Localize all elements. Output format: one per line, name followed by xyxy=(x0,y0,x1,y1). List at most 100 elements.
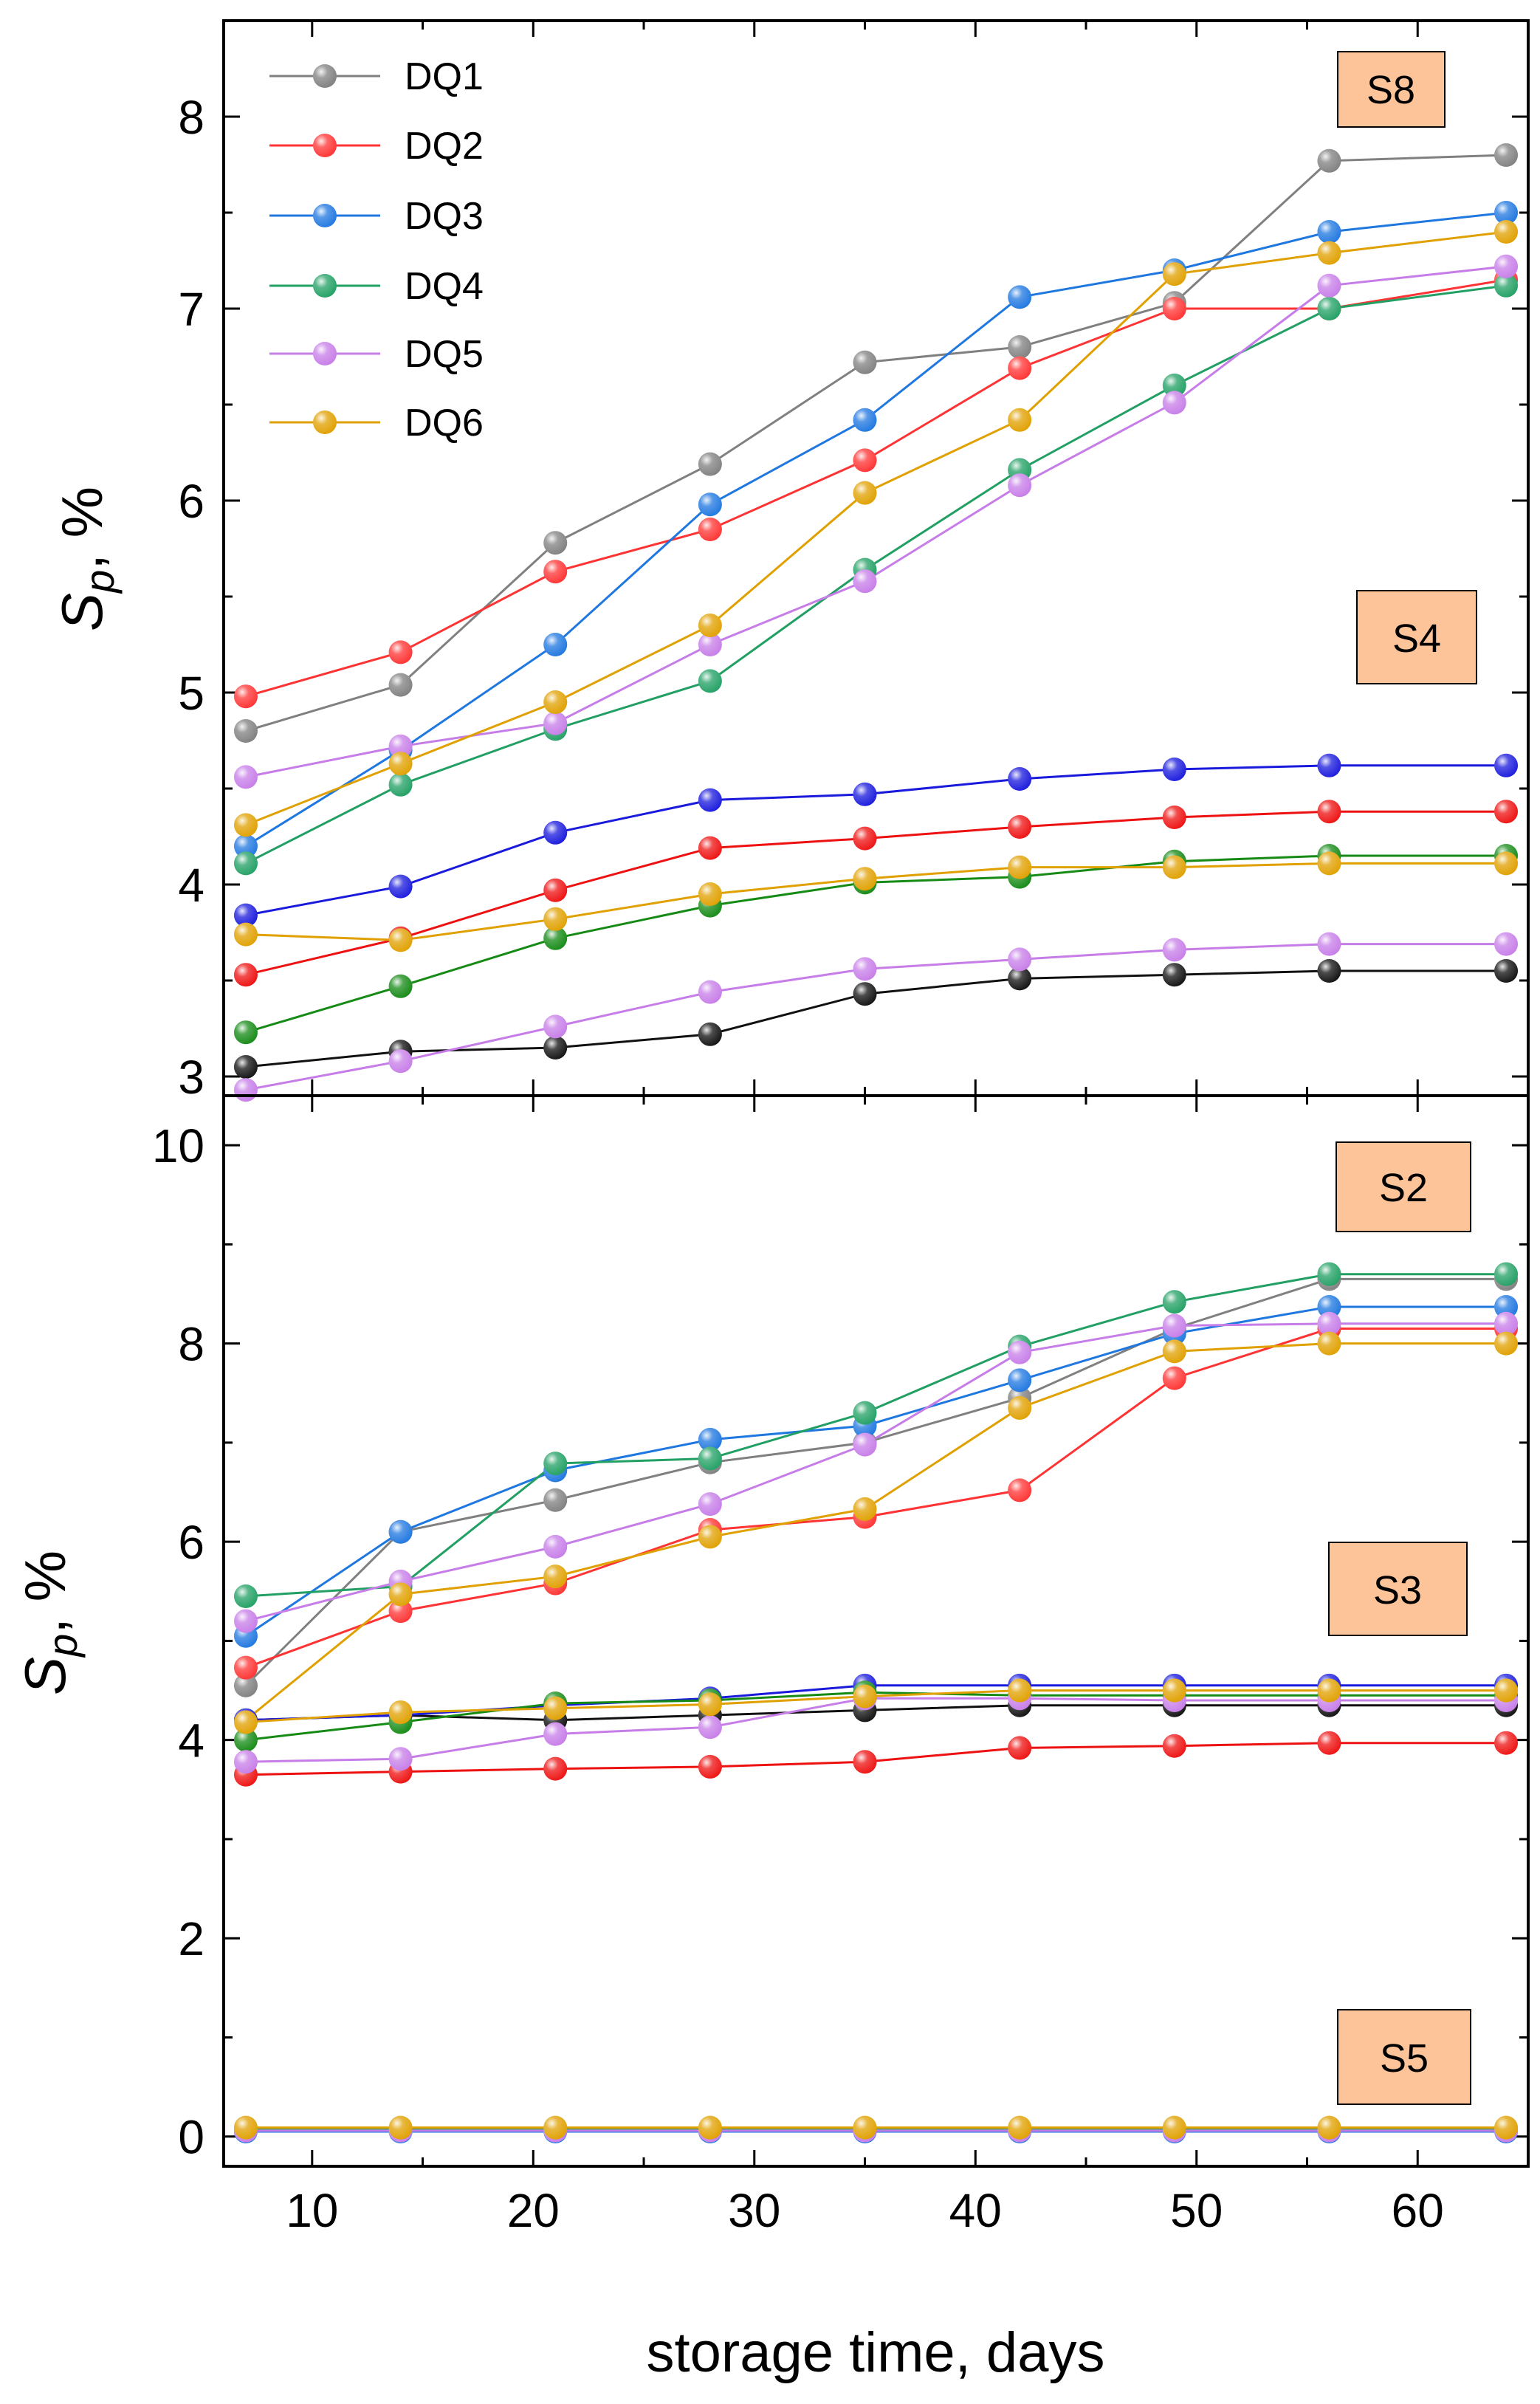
bottom-y-tick-label: 8 xyxy=(178,1318,204,1371)
top-data-point-shine-s4-dq1 xyxy=(1494,959,1519,983)
bottom-data-point-shine-s2-dq3 xyxy=(1494,1294,1519,1319)
bottom-series-line-s2-dq5 xyxy=(245,1322,1507,1623)
top-data-point-shine-s8-dq2 xyxy=(853,448,877,473)
bottom-data-point-shine-s2-dq5 xyxy=(543,1534,568,1559)
top-data-point-shine-s8-dq4 xyxy=(233,851,258,876)
bottom-x-tick-label: 60 xyxy=(1392,2184,1444,2237)
bottom-data-point-shine-s2-dq2 xyxy=(388,1599,413,1624)
top-data-point-shine-s4-dq6 xyxy=(543,907,568,931)
bottom-data-point-shine-s3-dq6 xyxy=(698,1692,722,1717)
group-label-s8: S8 xyxy=(1337,51,1446,128)
top-data-point-shine-s4-dq3 xyxy=(1494,753,1519,777)
bottom-data-point-shine-s3-dq2 xyxy=(543,1756,568,1781)
legend-marker-shine-dq1 xyxy=(313,64,337,88)
bottom-y-tick-label: 4 xyxy=(178,1714,204,1768)
top-data-point-shine-s8-dq5 xyxy=(1494,254,1519,278)
bottom-y-axis-label: Sp, % xyxy=(13,1550,86,1695)
top-data-point-shine-s4-dq1 xyxy=(1162,963,1186,987)
top-data-point-shine-s8-dq2 xyxy=(698,518,722,541)
top-y-axis-label-main: S xyxy=(49,593,114,631)
top-y-axis-label: Sp, % xyxy=(49,487,123,631)
top-data-point-shine-s4-dq5 xyxy=(388,1049,413,1074)
top-data-point-shine-s4-dq1 xyxy=(233,1055,258,1079)
top-series-layer xyxy=(233,143,1519,1102)
top-data-point-shine-s4-dq3 xyxy=(233,903,258,927)
group-label-s4: S4 xyxy=(1356,590,1477,684)
bottom-series-line-s2-dq4 xyxy=(245,1273,1507,1598)
bottom-axis-ticks: 10 20 30 40 50 60 0 2 4 6 8 10 xyxy=(152,1096,1528,2237)
bottom-data-point-shine-s3-dq6 xyxy=(1008,1678,1032,1703)
legend-item-dq6: DQ6 xyxy=(269,402,484,444)
top-data-point-shine-s8-dq5 xyxy=(698,633,722,656)
bottom-plot-frame xyxy=(222,1094,1530,2168)
legend-item-dq3: DQ3 xyxy=(269,195,484,238)
top-data-point-shine-s8-dq6 xyxy=(543,690,568,714)
top-data-point-shine-s8-dq3 xyxy=(543,633,568,656)
legend-marker-shine-dq3 xyxy=(313,204,337,227)
top-data-point-shine-s8-dq1 xyxy=(543,531,568,555)
bottom-data-point-shine-s3-dq2 xyxy=(1162,1734,1186,1758)
bottom-data-point-shine-s2-dq6 xyxy=(1317,1331,1341,1356)
bottom-data-point-shine-s2-dq6 xyxy=(543,1565,568,1589)
top-data-point-shine-s4-dq2 xyxy=(543,878,568,902)
bottom-data-point-shine-s2-dq1 xyxy=(543,1488,568,1512)
bottom-data-point-shine-s2-dq5 xyxy=(853,1432,877,1457)
top-data-point-shine-s4-dq4 xyxy=(233,1020,258,1045)
top-data-point-shine-s4-dq2 xyxy=(1317,800,1341,824)
top-data-point-shine-s4-dq6 xyxy=(1162,855,1186,879)
bottom-data-point-shine-s5-dq6 xyxy=(1317,2115,1341,2140)
bottom-series-line-s2-dq1 xyxy=(244,1277,1507,1686)
bottom-data-point-shine-s5-dq6 xyxy=(698,2115,722,2140)
bottom-data-point-shine-s3-dq5 xyxy=(388,1747,413,1771)
top-data-point-shine-s4-dq2 xyxy=(233,963,258,987)
top-y-axis-label-sub: p xyxy=(76,570,123,594)
top-data-point-shine-s4-dq5 xyxy=(1494,932,1519,956)
top-data-point-shine-s8-dq6 xyxy=(1008,408,1032,432)
group-label-box-s8 xyxy=(1337,51,1446,128)
bottom-data-point-shine-s5-dq6 xyxy=(233,2115,258,2140)
top-data-point-shine-s4-dq6 xyxy=(1494,851,1519,876)
top-data-point-shine-s4-dq6 xyxy=(1317,851,1341,876)
legend-marker-shine-dq5 xyxy=(313,342,337,365)
top-data-point-shine-s8-dq4 xyxy=(1162,374,1186,397)
top-data-point-shine-s8-dq1 xyxy=(1008,335,1032,359)
top-data-point-shine-s8-dq5 xyxy=(1008,473,1032,498)
bottom-data-point-shine-s3-dq2 xyxy=(1317,1731,1341,1755)
top-data-point-shine-s8-dq2 xyxy=(1008,356,1032,380)
group-label-s3: S3 xyxy=(1328,1542,1468,1636)
top-data-point-shine-s8-dq4 xyxy=(1317,297,1341,320)
bottom-data-point-shine-s5-dq6 xyxy=(543,2115,568,2140)
group-label-text-s5: S5 xyxy=(1380,2036,1429,2081)
top-panel: 3 4 5 6 7 8 DQ1 DQ2 DQ3 xyxy=(49,19,1530,1104)
legend-item-dq5: DQ5 xyxy=(269,333,484,376)
bottom-data-point-shine-s3-dq2 xyxy=(853,1750,877,1774)
bottom-data-point-shine-s2-dq3 xyxy=(1008,1368,1032,1392)
bottom-data-point-shine-s2-dq2 xyxy=(1162,1366,1186,1390)
bottom-data-point-shine-s2-dq4 xyxy=(1494,1262,1519,1286)
top-data-point-shine-s8-dq6 xyxy=(853,481,877,505)
bottom-y-tick-label: 0 xyxy=(178,2111,204,2164)
top-data-point-shine-s8-dq6 xyxy=(1317,241,1341,265)
top-data-point-shine-s8-dq6 xyxy=(698,614,722,637)
top-data-point-shine-s4-dq3 xyxy=(1317,753,1341,777)
bottom-data-point-shine-s2-dq3 xyxy=(698,1427,722,1452)
bottom-data-point-shine-s3-dq6 xyxy=(853,1684,877,1708)
top-data-point-shine-s8-dq2 xyxy=(233,684,258,709)
bottom-data-point-shine-s5-dq6 xyxy=(1008,2115,1032,2140)
bottom-data-point-shine-s3-dq5 xyxy=(543,1722,568,1746)
top-data-point-shine-s4-dq3 xyxy=(543,820,568,845)
bottom-data-point-shine-s5-dq6 xyxy=(853,2115,877,2140)
x-axis-label: storage time, days xyxy=(647,2321,1105,2384)
bottom-data-point-shine-s2-dq6 xyxy=(698,1525,722,1549)
top-data-point-shine-s4-dq3 xyxy=(1008,767,1032,791)
legend-label-dq2: DQ2 xyxy=(405,125,484,168)
bottom-data-point-shine-s3-dq6 xyxy=(388,1700,413,1725)
group-label-box-s2 xyxy=(1336,1141,1471,1232)
bottom-data-point-shine-s2-dq3 xyxy=(1317,1294,1341,1319)
bottom-data-point-shine-s2-dq5 xyxy=(1494,1311,1519,1336)
top-data-point-shine-s8-dq1 xyxy=(1317,148,1341,173)
top-data-point-shine-s8-dq4 xyxy=(388,772,413,797)
top-data-point-shine-s4-dq6 xyxy=(853,867,877,891)
top-y-tick-label: 5 xyxy=(178,667,204,720)
bottom-data-point-shine-s3-dq2 xyxy=(1008,1736,1032,1760)
